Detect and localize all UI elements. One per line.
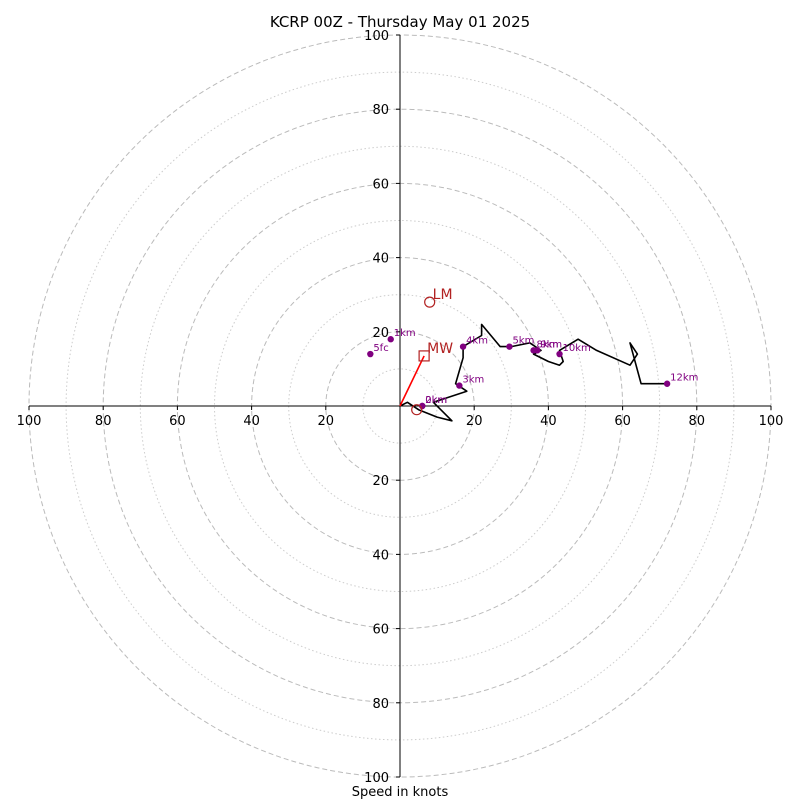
y-tick-label: 100 bbox=[364, 29, 389, 44]
y-tick-label: 40 bbox=[372, 548, 389, 563]
height-marker-point bbox=[663, 380, 671, 387]
height-marker-label: 5fc bbox=[373, 343, 388, 354]
height-marker-label: 9km bbox=[540, 339, 562, 350]
height-marker-point bbox=[456, 382, 463, 389]
height-marker-point bbox=[506, 343, 513, 350]
height-marker-label: 8km bbox=[537, 339, 559, 350]
storm-motion-label: LM bbox=[433, 287, 453, 303]
height-marker-point bbox=[534, 347, 541, 354]
hodograph-trace-group bbox=[399, 323, 668, 422]
x-tick-label: 60 bbox=[614, 414, 631, 429]
height-marker-label: 4km bbox=[466, 336, 488, 347]
chart-title: KCRP 00Z - Thursday May 01 2025 bbox=[270, 13, 530, 31]
x-tick-label: 60 bbox=[169, 414, 186, 429]
shear-vector-line bbox=[399, 355, 425, 407]
storm-motion-marker bbox=[411, 404, 423, 416]
y-tick-label: 20 bbox=[372, 326, 389, 341]
height-marker-point bbox=[556, 350, 563, 358]
mean-wind-marker bbox=[418, 350, 430, 362]
height-marker-label: 1km bbox=[394, 328, 416, 339]
x-tick-label: 80 bbox=[689, 414, 706, 429]
height-marker-point bbox=[367, 350, 374, 358]
y-tick-label: 60 bbox=[372, 177, 389, 192]
y-tick-label: 80 bbox=[372, 697, 389, 712]
x-tick-label: 20 bbox=[318, 414, 335, 429]
y-tick-label: 40 bbox=[372, 252, 389, 267]
x-tick-label: 100 bbox=[17, 414, 42, 429]
x-tick-label: 40 bbox=[540, 414, 557, 429]
x-axis-label: Speed in knots bbox=[352, 785, 449, 800]
tick-labels: 100 80 60 40 20 20 40 60 80 100 100 80 60 40 20 20 40 60 8… bbox=[17, 29, 784, 786]
height-marker-label: 3km bbox=[462, 375, 484, 386]
x-tick-label: 20 bbox=[466, 414, 483, 429]
height-marker-point bbox=[387, 336, 394, 343]
x-tick-label: 80 bbox=[95, 414, 112, 429]
hodograph-line bbox=[399, 323, 668, 422]
height-marker-label: 12km bbox=[670, 373, 698, 384]
y-tick-label: 100 bbox=[364, 771, 389, 786]
height-marker-label: 0km bbox=[425, 395, 447, 406]
storm-motion-marker bbox=[424, 296, 436, 308]
y-tick-label: 60 bbox=[372, 623, 389, 638]
x-tick-label: 40 bbox=[243, 414, 260, 429]
x-tick-label: 100 bbox=[759, 414, 784, 429]
y-tick-label: 80 bbox=[372, 103, 389, 118]
height-marker-label: 2km bbox=[425, 395, 447, 406]
storm-motion-label: MW bbox=[427, 341, 453, 357]
height-marker-label: 5km bbox=[512, 336, 534, 347]
height-marker-label: 10km bbox=[563, 343, 591, 354]
storm-motion-markers: LM MW bbox=[411, 287, 453, 416]
y-tick-label: 20 bbox=[372, 474, 389, 489]
height-marker-point bbox=[459, 343, 467, 350]
